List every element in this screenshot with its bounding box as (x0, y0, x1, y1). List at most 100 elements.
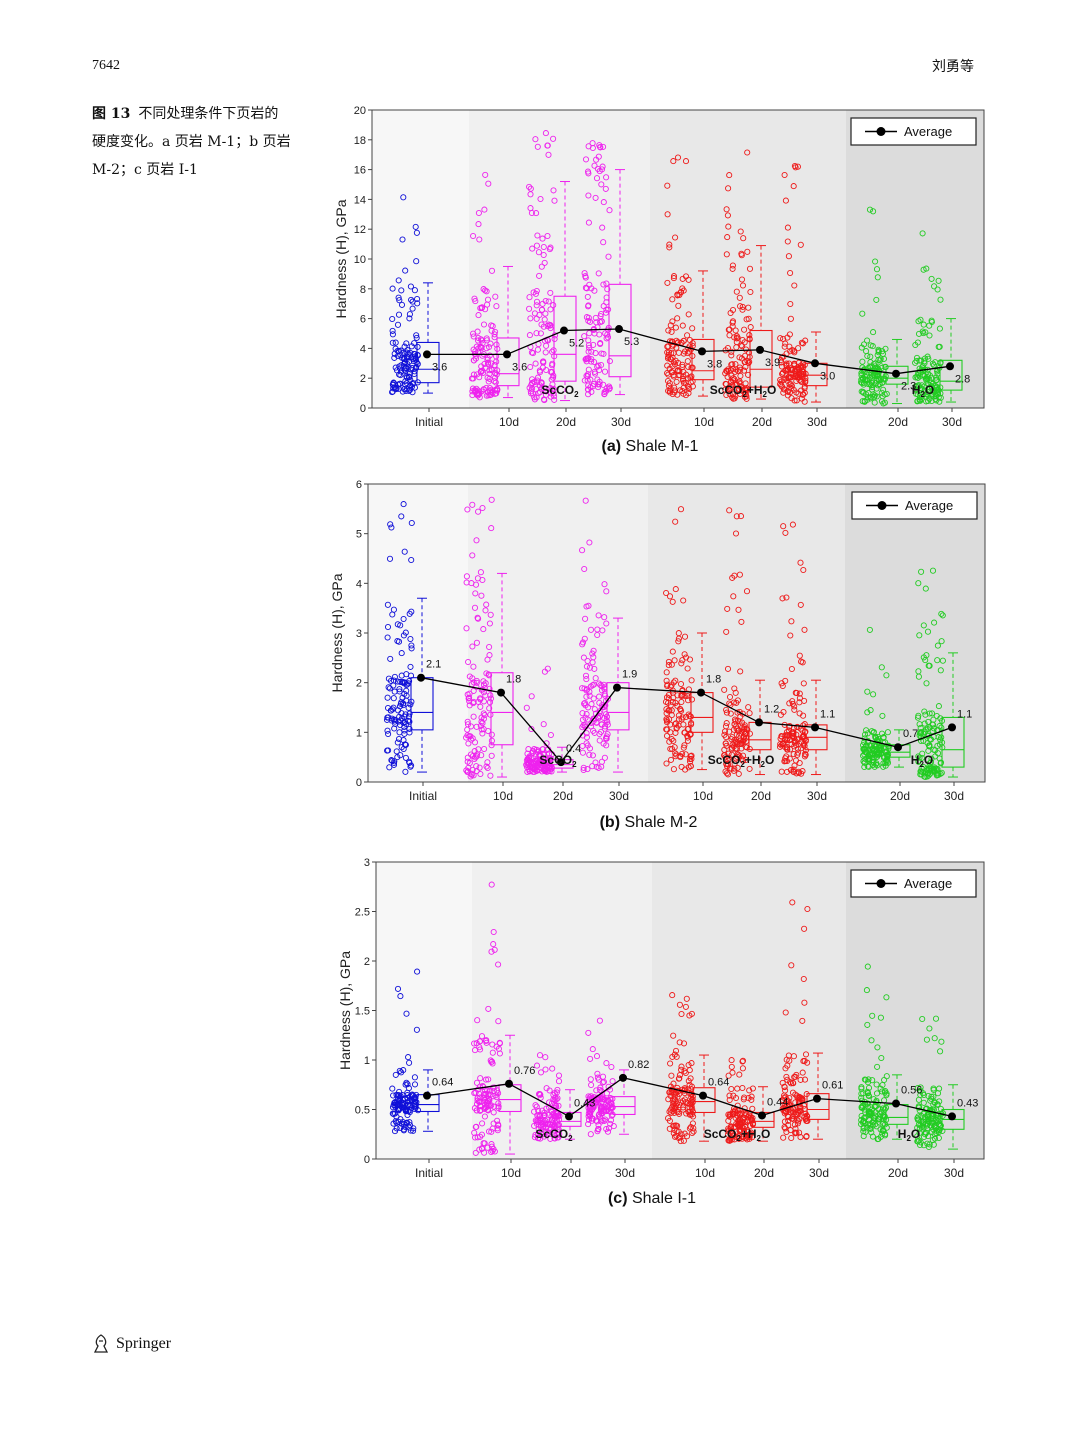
data-point (581, 270, 588, 277)
data-point (724, 234, 731, 241)
data-point (920, 622, 927, 629)
data-point (477, 695, 484, 702)
data-point (535, 249, 542, 256)
data-point (672, 518, 679, 525)
data-point (777, 741, 784, 748)
data-point (586, 692, 593, 699)
data-point (398, 1120, 406, 1127)
data-point (788, 665, 795, 673)
figure-caption: 图 13 不同处理条件下页岩的硬度变化。a 页岩 M-1；b 页岩 M-2；c 页… (92, 100, 292, 184)
data-point (669, 699, 676, 706)
data-point (663, 710, 670, 717)
data-point (549, 1065, 556, 1072)
data-point (684, 690, 691, 697)
data-point (923, 726, 930, 733)
data-point (414, 343, 421, 350)
data-point (540, 359, 547, 366)
average-marker (758, 1111, 766, 1120)
data-point (736, 708, 743, 715)
data-point (680, 1040, 688, 1047)
data-point (471, 604, 479, 611)
data-point (492, 293, 499, 300)
average-value-label: 2.1 (426, 659, 441, 671)
data-point (669, 1097, 676, 1104)
data-point (778, 363, 785, 370)
data-point (550, 302, 557, 309)
data-point (739, 710, 746, 717)
data-point (728, 1063, 735, 1070)
average-marker (811, 723, 819, 732)
data-point (589, 682, 596, 689)
y-tick-label: 1 (356, 727, 362, 739)
data-point (738, 618, 745, 625)
data-point (866, 206, 874, 213)
data-point (868, 1129, 875, 1136)
data-point (604, 286, 611, 293)
data-point (784, 1076, 791, 1083)
data-point (549, 348, 556, 355)
data-point (741, 326, 748, 333)
data-point (868, 1037, 875, 1044)
data-point (723, 367, 730, 374)
data-point (402, 1123, 409, 1131)
data-point (746, 265, 754, 272)
average-value-label: 1.9 (622, 669, 637, 681)
data-point (473, 753, 480, 760)
data-point (413, 1026, 420, 1033)
data-point (859, 375, 866, 382)
data-point (471, 295, 478, 302)
data-point (920, 764, 927, 771)
data-point (397, 1105, 404, 1112)
data-point (879, 350, 887, 357)
springer-logo-icon (93, 1334, 109, 1353)
data-point (746, 1135, 753, 1142)
data-point (738, 276, 746, 283)
data-point (920, 321, 927, 328)
data-point (736, 571, 743, 578)
data-point (467, 723, 475, 730)
data-point (728, 348, 735, 355)
box (939, 359, 963, 391)
box (558, 1111, 582, 1127)
data-point (746, 730, 753, 737)
data-point (401, 730, 408, 737)
data-point (867, 1122, 874, 1129)
data-point (667, 322, 674, 329)
data-point (926, 742, 933, 749)
data-point (869, 1133, 876, 1140)
data-point (725, 223, 732, 230)
data-point (675, 302, 682, 309)
data-point (678, 660, 685, 667)
data-point (473, 639, 480, 646)
box (490, 672, 514, 746)
data-point (589, 1046, 596, 1053)
data-point (928, 765, 935, 772)
data-point (582, 672, 590, 679)
data-point (914, 1124, 921, 1131)
data-point (683, 371, 690, 378)
data-point (865, 1076, 872, 1083)
data-point (403, 387, 410, 395)
data-point (598, 350, 605, 357)
data-point (400, 615, 407, 623)
data-point (584, 657, 591, 665)
x-tick-label: Initial (415, 1166, 443, 1180)
data-point (540, 396, 548, 403)
data-point (922, 1129, 929, 1136)
data-point (484, 296, 492, 303)
data-point (472, 355, 479, 362)
data-point (728, 1057, 735, 1064)
data-point (684, 665, 691, 672)
data-point (479, 730, 486, 737)
data-point (400, 1127, 407, 1134)
data-point (590, 654, 597, 661)
scatter-points (860, 626, 892, 771)
data-point (723, 763, 731, 770)
data-point (799, 1069, 806, 1076)
y-axis-label: Hardness (H), GPa (337, 951, 353, 1070)
data-point (480, 1094, 487, 1101)
data-point (553, 1096, 560, 1103)
data-point (588, 701, 595, 708)
average-marker (613, 683, 621, 692)
y-tick-label: 4 (356, 578, 362, 590)
